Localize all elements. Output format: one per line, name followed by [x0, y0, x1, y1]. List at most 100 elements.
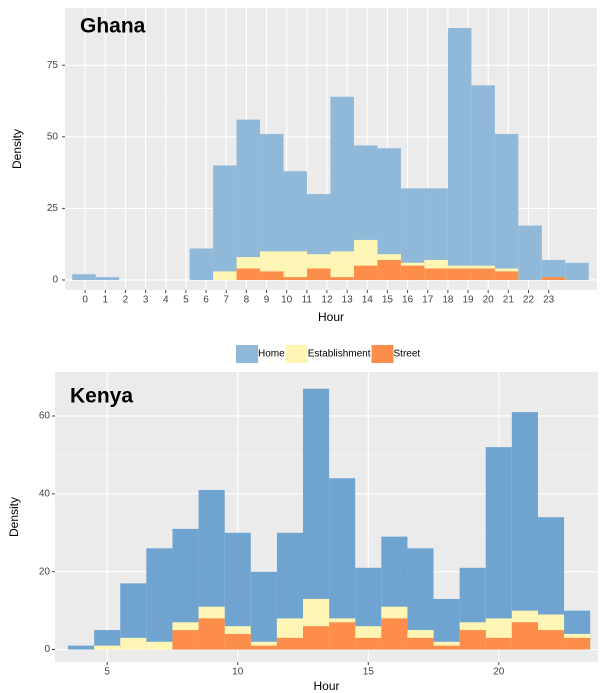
x-tick-label: 2: [123, 295, 129, 306]
x-tick-label: 4: [163, 295, 169, 306]
bar: [189, 248, 214, 280]
bar: [485, 637, 512, 650]
x-tick-label: 8: [244, 295, 250, 306]
bar: [329, 622, 356, 650]
bar: [330, 96, 354, 280]
bar: [68, 645, 95, 650]
bar: [95, 277, 120, 280]
bar: [146, 548, 173, 650]
bar: [198, 618, 225, 650]
y-tick-label: 75: [47, 60, 59, 71]
bar: [120, 637, 147, 650]
x-tick-label: 19: [462, 295, 474, 306]
bar: [511, 622, 538, 650]
x-tick-label: 0: [82, 295, 88, 306]
legend-swatch: [236, 345, 258, 363]
bar: [94, 630, 121, 650]
bar: [537, 630, 565, 650]
bar: [541, 259, 566, 280]
legend-label: Street: [394, 349, 421, 360]
bar: [146, 641, 173, 650]
bar: [424, 188, 448, 280]
bar: [236, 268, 261, 280]
bar: [330, 251, 354, 280]
legend-swatch: [285, 345, 308, 363]
bar: [250, 571, 277, 650]
bar: [224, 633, 251, 650]
bar: [330, 277, 354, 280]
bar: [94, 645, 121, 650]
x-axis-label: Hour: [318, 310, 344, 324]
chart-title: Kenya: [70, 385, 133, 408]
x-tick-label: 23: [543, 295, 555, 306]
bar: [307, 268, 331, 280]
bar: [433, 598, 460, 650]
bar: [377, 148, 401, 280]
x-tick-label: 22: [523, 295, 535, 306]
x-tick-label: 18: [442, 295, 454, 306]
bar: [407, 637, 434, 650]
bar: [172, 630, 199, 650]
legend-label: Home: [258, 349, 285, 360]
bar: [494, 133, 519, 280]
x-tick-label: 10: [232, 667, 244, 678]
bar: [433, 645, 460, 650]
bar: [213, 165, 237, 280]
bar: [447, 268, 472, 280]
bar: [400, 265, 425, 280]
bar: [541, 277, 566, 280]
y-tick-label: 50: [47, 131, 59, 142]
legend-swatch: [371, 345, 394, 363]
x-tick-label: 17: [422, 295, 434, 306]
x-tick-label: 12: [321, 295, 333, 306]
x-tick-label: 5: [104, 667, 110, 678]
x-tick-label: 16: [402, 295, 414, 306]
bar: [424, 268, 448, 280]
bar: [377, 259, 401, 280]
y-axis-label: Density: [7, 497, 21, 537]
x-tick-label: 10: [281, 295, 293, 306]
bar: [565, 262, 589, 280]
x-tick-label: 1: [103, 295, 109, 306]
legend-label: Establishment: [308, 349, 371, 360]
y-tick-label: 25: [47, 203, 59, 214]
x-tick-label: 14: [362, 295, 374, 306]
bar: [511, 412, 538, 650]
bar: [355, 637, 382, 650]
bar: [276, 637, 304, 650]
bar: [72, 274, 96, 280]
x-tick-label: 6: [203, 295, 209, 306]
x-tick-label: 11: [302, 295, 313, 306]
chart-title: Ghana: [80, 15, 146, 38]
bar: [283, 251, 308, 280]
y-tick-label: 0: [44, 644, 50, 655]
bar: [260, 133, 284, 280]
x-tick-label: 9: [264, 295, 270, 306]
x-tick-label: 15: [363, 667, 375, 678]
x-tick-label: 13: [342, 295, 354, 306]
bar: [303, 626, 330, 650]
bar: [518, 225, 542, 280]
x-tick-label: 3: [143, 295, 149, 306]
x-tick-label: 20: [483, 295, 495, 306]
bar: [213, 271, 237, 280]
bar: [459, 630, 486, 650]
x-tick-label: 5: [183, 295, 189, 306]
bar: [236, 119, 261, 280]
bar: [447, 28, 472, 280]
bar: [250, 645, 277, 650]
y-tick-label: 60: [39, 411, 51, 422]
bar: [260, 271, 284, 280]
x-tick-label: 21: [503, 295, 515, 306]
bar: [381, 618, 408, 650]
x-tick-label: 20: [493, 667, 505, 678]
bar: [485, 447, 512, 650]
x-tick-label: 7: [223, 295, 229, 306]
bar: [400, 188, 425, 280]
x-axis-label: Hour: [313, 679, 339, 693]
y-axis-label: Density: [10, 129, 24, 169]
bar: [471, 268, 495, 280]
y-tick-label: 0: [52, 275, 58, 286]
